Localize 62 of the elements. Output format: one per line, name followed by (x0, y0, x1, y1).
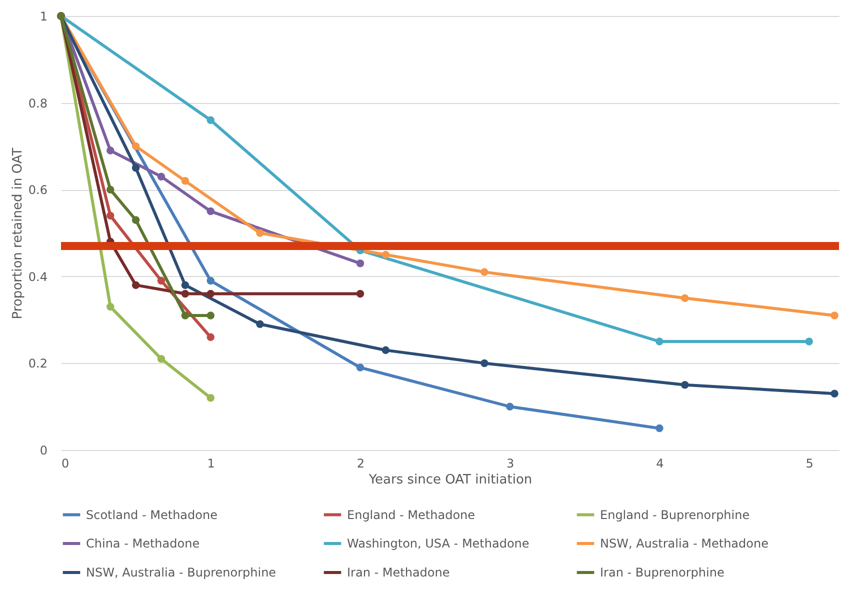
point (356, 290, 364, 298)
y-tick-label: 0.8 (28, 96, 48, 110)
point (132, 216, 140, 224)
point (256, 320, 264, 328)
point (106, 186, 114, 194)
x-tick-label: 4 (656, 456, 664, 470)
point (206, 333, 214, 342)
point (106, 212, 114, 220)
x-tick-label: 3 (506, 456, 514, 470)
point (206, 276, 214, 285)
y-tick-label: 0.6 (28, 183, 48, 198)
point (206, 290, 214, 298)
point (206, 394, 214, 402)
point (181, 281, 190, 289)
x-tick-label: 2 (356, 456, 365, 470)
point (256, 229, 264, 237)
point (382, 346, 390, 354)
legend-label: Iran - Buprenorphine (600, 566, 724, 580)
point (181, 312, 190, 320)
x-tick-label: 1 (207, 456, 215, 470)
y-tick-label: 0 (40, 444, 48, 458)
point (805, 338, 813, 346)
point (157, 172, 166, 180)
point (382, 250, 390, 259)
y-axis-title: Proportion retained in OAT (10, 148, 26, 320)
legend-label: Washington, USA - Methadone (347, 536, 530, 550)
legend-label: Scotland - Methadone (86, 508, 218, 522)
point (106, 146, 114, 154)
point (132, 164, 140, 172)
point (506, 402, 514, 410)
legend-label: NSW, Australia - Buprenorphine (86, 566, 276, 580)
point (356, 364, 364, 372)
x-tick-label: 5 (806, 456, 814, 470)
point (157, 354, 166, 363)
y-tick-label: 0.2 (28, 356, 48, 371)
point (656, 338, 664, 346)
x-axis-title: Years since OAT initiation (368, 472, 532, 488)
y-tick-label: 0.4 (28, 270, 48, 284)
point (157, 276, 166, 285)
point (356, 260, 364, 268)
point (681, 381, 689, 389)
legend-label: Iran - Methadone (347, 566, 450, 580)
point (106, 302, 114, 311)
point (132, 281, 140, 289)
legend-label: NSW, Australia - Methadone (600, 536, 768, 550)
point (830, 312, 838, 320)
x-tick-label: 0 (62, 456, 70, 470)
y-tick-label: 1 (40, 10, 48, 24)
legend-label: England - Methadone (347, 508, 476, 522)
point (480, 268, 488, 276)
point (132, 142, 140, 150)
legend-label: England - Buprenorphine (600, 508, 750, 522)
point (681, 294, 689, 302)
point (206, 207, 214, 216)
point (830, 390, 838, 398)
legend-label: China - Methadone (86, 536, 200, 550)
point (181, 290, 190, 298)
point (181, 177, 190, 185)
point (206, 116, 214, 124)
point (480, 359, 488, 368)
point (656, 424, 664, 432)
point (206, 312, 214, 320)
